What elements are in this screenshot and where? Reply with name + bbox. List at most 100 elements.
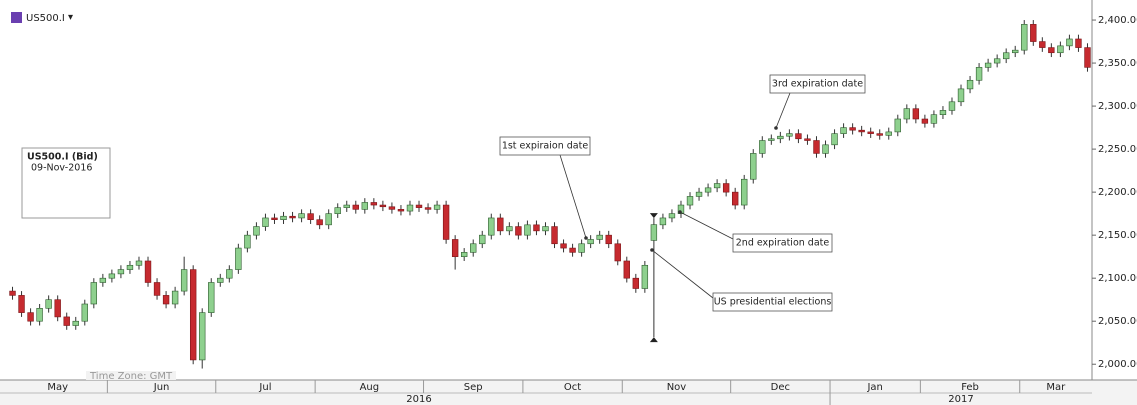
year-label: 2016	[406, 394, 431, 405]
candle-body	[677, 204, 685, 214]
candle-body	[614, 243, 621, 262]
candle-body	[253, 226, 260, 236]
candle-body	[352, 204, 359, 210]
candle-body	[695, 191, 703, 197]
month-label: May	[47, 382, 68, 393]
candle-body	[9, 290, 16, 296]
month-label: Jan	[866, 382, 882, 393]
candle-body	[957, 88, 965, 103]
candle-body	[795, 133, 802, 140]
candle-body	[894, 118, 901, 133]
info-frame	[21, 147, 111, 219]
y-tick-label: 2,000.00	[1098, 359, 1137, 370]
candle-body	[424, 207, 432, 210]
candle-body	[81, 303, 88, 322]
candle-body	[524, 224, 531, 236]
annotation-box	[499, 136, 591, 156]
annotation-box	[769, 74, 866, 94]
year-label: 2017	[948, 394, 973, 405]
y-tick-label: 2,150.00	[1098, 230, 1137, 241]
candle-body	[533, 224, 540, 232]
candle-body	[325, 213, 332, 226]
candle-body	[262, 217, 269, 227]
y-tick-label: 2,050.00	[1098, 316, 1137, 327]
candle-body	[569, 247, 576, 253]
candle-body	[731, 191, 739, 206]
candle-body	[361, 202, 369, 210]
candle-body	[379, 204, 387, 208]
candle-body	[189, 269, 197, 361]
annotation-text: US presidential elections	[714, 297, 832, 308]
candle-body	[442, 204, 450, 240]
candle-body	[1075, 38, 1082, 48]
candle-body	[840, 127, 847, 134]
candle-body	[1021, 24, 1028, 51]
candle-body	[786, 133, 793, 137]
candle-body	[1084, 47, 1091, 68]
y-tick-label: 2,350.00	[1098, 58, 1137, 69]
candle-body	[433, 204, 441, 210]
candle-body	[993, 58, 1001, 64]
annotation-line	[651, 249, 714, 299]
y-tick-label: 2,100.00	[1098, 273, 1137, 284]
candle-body	[153, 282, 161, 296]
candle-body	[470, 243, 477, 253]
annotation-point	[584, 236, 588, 240]
candle-body	[659, 217, 667, 226]
candle-body	[235, 247, 242, 270]
annotation-point	[774, 126, 778, 130]
candle-body	[551, 226, 558, 245]
candle-body	[370, 202, 378, 206]
candle-body	[722, 183, 730, 193]
candle-body	[180, 269, 188, 292]
dropdown[interactable]: ▾	[68, 12, 73, 23]
candle-body	[90, 282, 98, 305]
candle-body	[334, 207, 341, 214]
candle-body	[1066, 38, 1073, 47]
candle-body	[135, 260, 143, 266]
info-box: US500.I (Bid) 09-Nov-2016	[21, 147, 111, 219]
candle-body	[849, 127, 856, 131]
candle-body	[813, 140, 820, 154]
candle-body	[885, 131, 892, 136]
candle-body	[867, 131, 874, 134]
candle-body	[298, 213, 305, 219]
tz-bg	[86, 371, 176, 380]
annotation-line	[679, 211, 734, 240]
candle-body	[831, 133, 838, 146]
annotation-box	[712, 292, 833, 312]
candle-body	[1057, 45, 1064, 54]
candle-body	[126, 264, 134, 270]
candle-body	[72, 320, 79, 326]
annotation-text: 3rd expiration date	[772, 79, 863, 90]
candle-body	[307, 213, 314, 220]
candle-body	[18, 295, 25, 313]
candle-body	[1048, 47, 1055, 54]
candle-body	[750, 153, 757, 180]
candle-body	[984, 62, 992, 68]
candle-body	[280, 215, 287, 220]
candle-body	[713, 183, 721, 189]
candle-body	[208, 282, 215, 313]
candle-body	[45, 299, 52, 309]
candle-body	[479, 234, 486, 245]
info-title: US500.I (Bid)	[27, 152, 98, 163]
candle-body	[912, 108, 920, 120]
month-label: Oct	[564, 382, 581, 393]
candle-body	[316, 219, 323, 226]
annotation-point	[678, 210, 682, 214]
candle-body	[144, 260, 152, 283]
info-date: 09-Nov-2016	[31, 163, 92, 174]
candle-body	[397, 209, 405, 212]
candle-body	[1002, 52, 1010, 60]
symbol[interactable]: US500.I	[26, 13, 65, 24]
candle-body	[858, 129, 865, 133]
candle-body	[804, 138, 811, 141]
candle-body	[54, 299, 61, 318]
y-tick-label: 2,400.00	[1098, 15, 1137, 26]
candle-body	[343, 204, 350, 208]
y-tick-label: 2,200.00	[1098, 187, 1137, 198]
candle-body	[650, 224, 658, 241]
candle-body	[460, 252, 468, 257]
